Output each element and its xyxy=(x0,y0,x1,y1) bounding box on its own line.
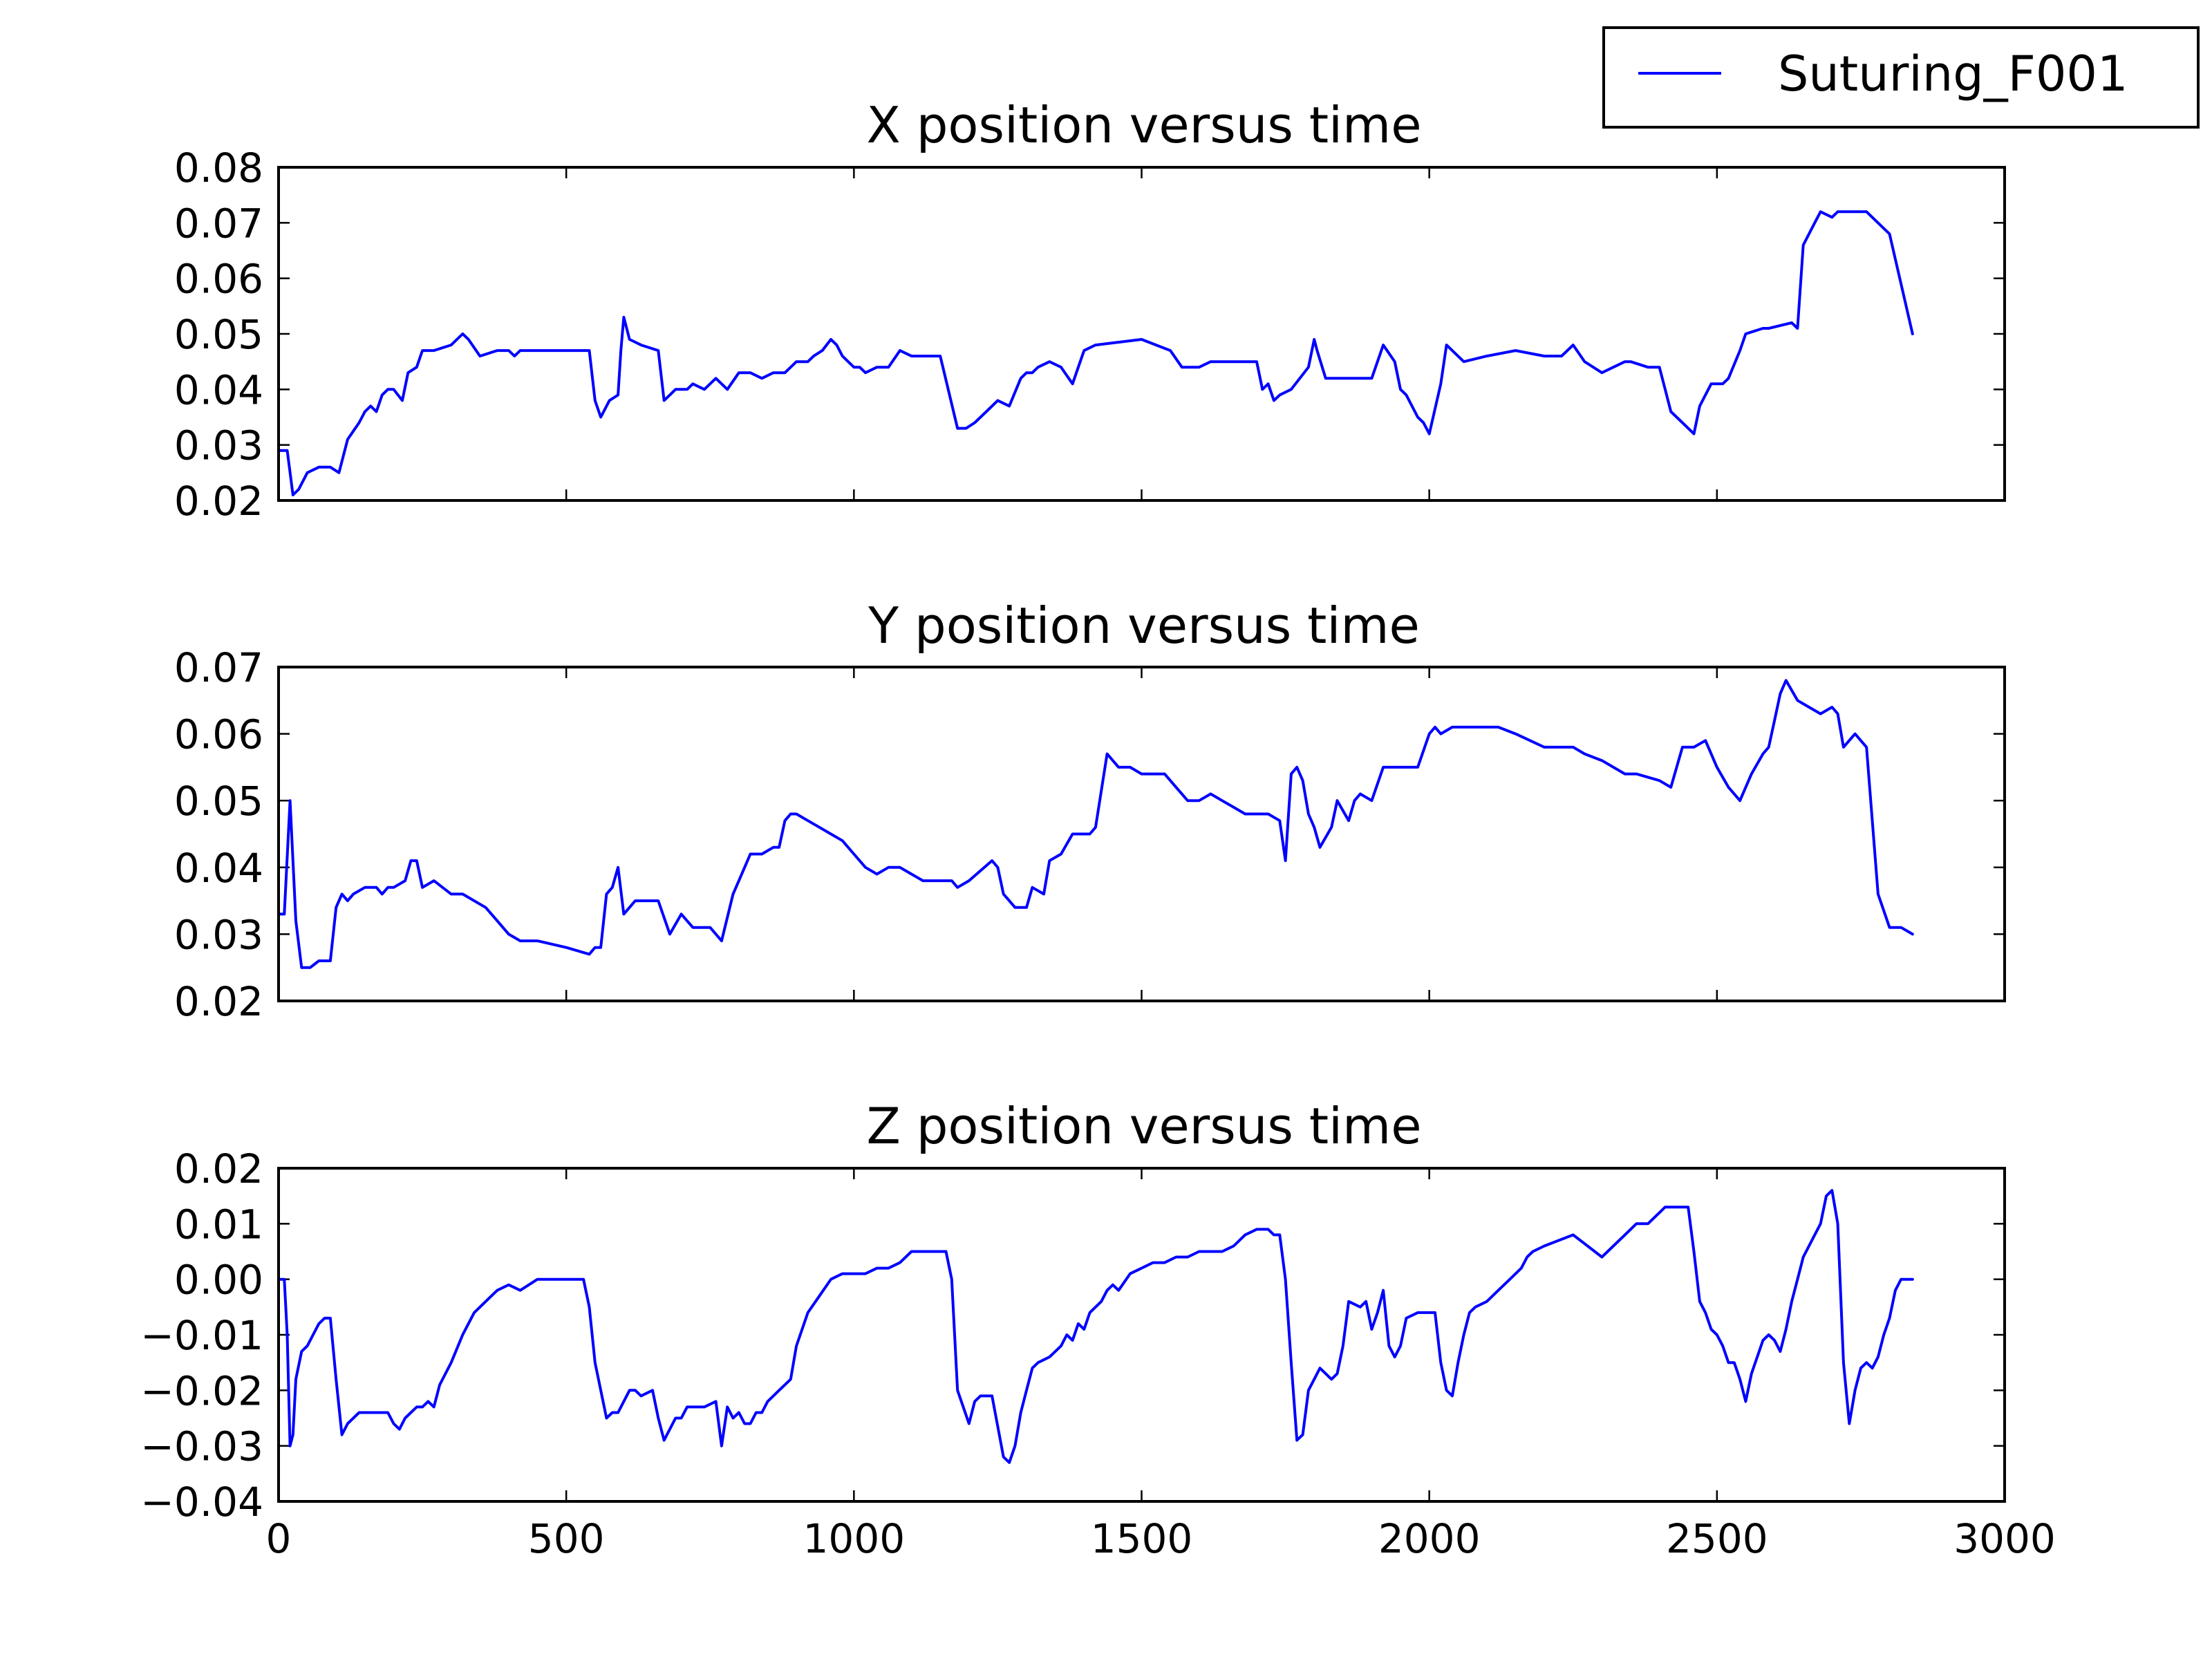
x-panel-title: X position versus time xyxy=(866,96,1421,154)
z-position-line xyxy=(277,1189,1914,1464)
x-panel-y-tick-label: 0.08 xyxy=(174,144,263,191)
y-panel-y-tick-label: 0.07 xyxy=(174,644,263,691)
y-position-panel: Y position versus time 0.020.030.040.050… xyxy=(174,597,2006,1025)
y-panel-axes xyxy=(277,666,2006,1002)
y-position-line xyxy=(277,679,1914,969)
z-panel-y-tick-label: 0.01 xyxy=(174,1201,263,1248)
y-panel-y-tick-label: 0.03 xyxy=(174,911,263,958)
x-axis-tick-label: 500 xyxy=(528,1515,605,1562)
z-panel-y-tick-label: −0.01 xyxy=(140,1312,263,1359)
legend-box xyxy=(1602,26,2200,129)
x-panel-y-tick-label: 0.02 xyxy=(174,478,263,525)
x-position-panel: X position versus time 0.020.030.040.050… xyxy=(174,96,2006,525)
x-panel-y-tick-label: 0.07 xyxy=(174,200,263,247)
y-panel-title: Y position versus time xyxy=(868,597,1420,655)
z-panel-y-tick-label: 0.00 xyxy=(174,1257,263,1304)
legend: Suturing_F001 xyxy=(1602,26,2200,129)
z-panel-title: Z position versus time xyxy=(866,1097,1421,1155)
x-panel-y-tick-label: 0.05 xyxy=(174,311,263,358)
y-panel-y-tick-label: 0.05 xyxy=(174,778,263,825)
z-panel-y-tick-label: −0.03 xyxy=(140,1423,263,1470)
x-axis-tick-label: 3000 xyxy=(1953,1515,2056,1562)
z-panel-y-tick-label: −0.04 xyxy=(140,1479,263,1526)
z-position-panel: Z position versus time −0.04 −0.03 −0.02 −0… xyxy=(140,1097,2056,1562)
x-panel-y-tick-label: 0.04 xyxy=(174,366,263,413)
x-panel-axes xyxy=(277,166,2006,502)
y-panel-y-ticks: 0.02 0.03 0.04 0.05 0.06 0.07 xyxy=(174,644,2005,1025)
x-axis-tick-label: 1000 xyxy=(803,1515,906,1562)
y-panel-y-tick-label: 0.04 xyxy=(174,845,263,892)
z-panel-y-tick-label: −0.02 xyxy=(140,1367,263,1414)
z-panel-y-tick-label: 0.02 xyxy=(174,1145,263,1192)
z-panel-axes xyxy=(277,1167,2006,1503)
legend-label: Suturing_F001 xyxy=(1778,46,2128,102)
x-panel-y-ticks: 0.02 0.03 0.04 0.05 0.06 0.07 0.08 xyxy=(174,144,2005,525)
x-axis-tick-labels: 0 500 1000 1500 2000 2500 3000 xyxy=(266,1515,2056,1562)
x-axis-tick-label: 2500 xyxy=(1666,1515,1768,1562)
x-axis-tick-label: 1500 xyxy=(1091,1515,1193,1562)
x-axis-tick-label: 2000 xyxy=(1378,1515,1481,1562)
y-panel-y-tick-label: 0.02 xyxy=(174,978,263,1025)
x-position-line xyxy=(277,210,1914,496)
x-panel-y-tick-label: 0.03 xyxy=(174,422,263,469)
x-panel-y-tick-label: 0.06 xyxy=(174,256,263,303)
x-axis-tick-label: 0 xyxy=(266,1515,292,1562)
y-panel-y-tick-label: 0.06 xyxy=(174,711,263,758)
